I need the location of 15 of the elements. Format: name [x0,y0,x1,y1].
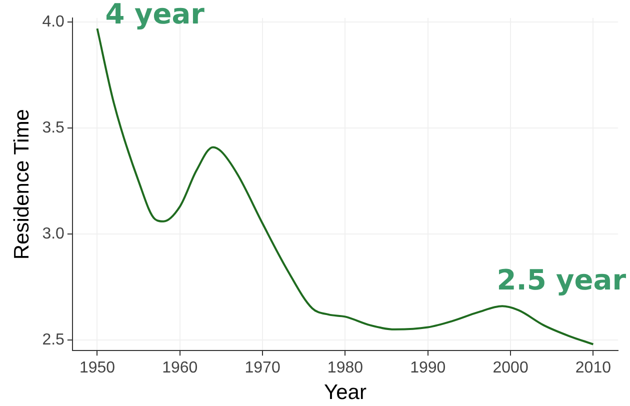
y-tick-label: 4.0 [42,14,65,31]
annotation: 4 year [105,0,205,30]
x-tick-label: 1960 [162,360,198,377]
x-tick-label: 1990 [410,360,446,377]
y-tick-label: 3.0 [42,225,65,242]
x-tick-label: 1970 [244,360,280,377]
x-tick-label: 2010 [575,360,612,377]
x-tick-label: 2000 [492,360,528,377]
x-tick-label: 1980 [327,360,364,377]
annotation: 2.5 year [496,263,626,296]
x-tick-label: 1950 [79,360,116,377]
y-tick-label: 2.5 [42,331,65,348]
y-tick-label: 3.5 [42,120,65,137]
y-axis-title: Residence Time [10,109,34,260]
x-axis-title: Year [324,381,366,404]
